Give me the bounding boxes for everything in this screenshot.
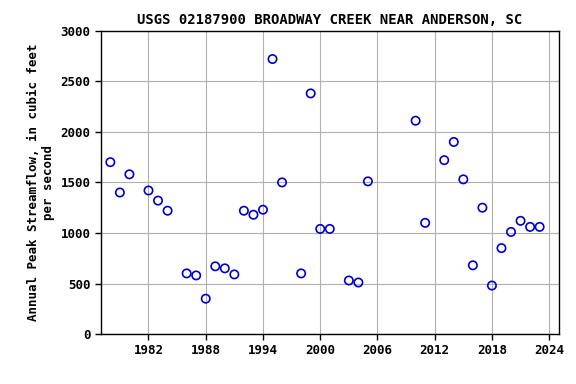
- Point: [411, 118, 420, 124]
- Point: [201, 296, 210, 302]
- Point: [306, 90, 315, 96]
- Point: [439, 157, 449, 163]
- Point: [325, 226, 334, 232]
- Point: [506, 229, 516, 235]
- Point: [535, 224, 544, 230]
- Point: [125, 171, 134, 177]
- Point: [297, 270, 306, 276]
- Point: [268, 56, 277, 62]
- Point: [354, 280, 363, 286]
- Point: [182, 270, 191, 276]
- Point: [458, 176, 468, 182]
- Title: USGS 02187900 BROADWAY CREEK NEAR ANDERSON, SC: USGS 02187900 BROADWAY CREEK NEAR ANDERS…: [137, 13, 522, 27]
- Point: [153, 197, 162, 204]
- Point: [420, 220, 430, 226]
- Point: [468, 262, 478, 268]
- Point: [249, 212, 258, 218]
- Point: [478, 205, 487, 211]
- Point: [211, 263, 220, 270]
- Point: [220, 265, 229, 271]
- Point: [278, 179, 287, 185]
- Point: [239, 208, 248, 214]
- Point: [230, 271, 239, 278]
- Point: [115, 189, 124, 195]
- Point: [487, 283, 497, 289]
- Point: [516, 218, 525, 224]
- Point: [525, 224, 535, 230]
- Point: [259, 207, 268, 213]
- Point: [192, 272, 201, 278]
- Point: [497, 245, 506, 251]
- Point: [163, 208, 172, 214]
- Point: [449, 139, 458, 145]
- Y-axis label: Annual Peak Streamflow, in cubic feet
per second: Annual Peak Streamflow, in cubic feet pe…: [27, 44, 55, 321]
- Point: [106, 159, 115, 165]
- Point: [344, 277, 354, 283]
- Point: [363, 178, 373, 184]
- Point: [144, 187, 153, 194]
- Point: [316, 226, 325, 232]
